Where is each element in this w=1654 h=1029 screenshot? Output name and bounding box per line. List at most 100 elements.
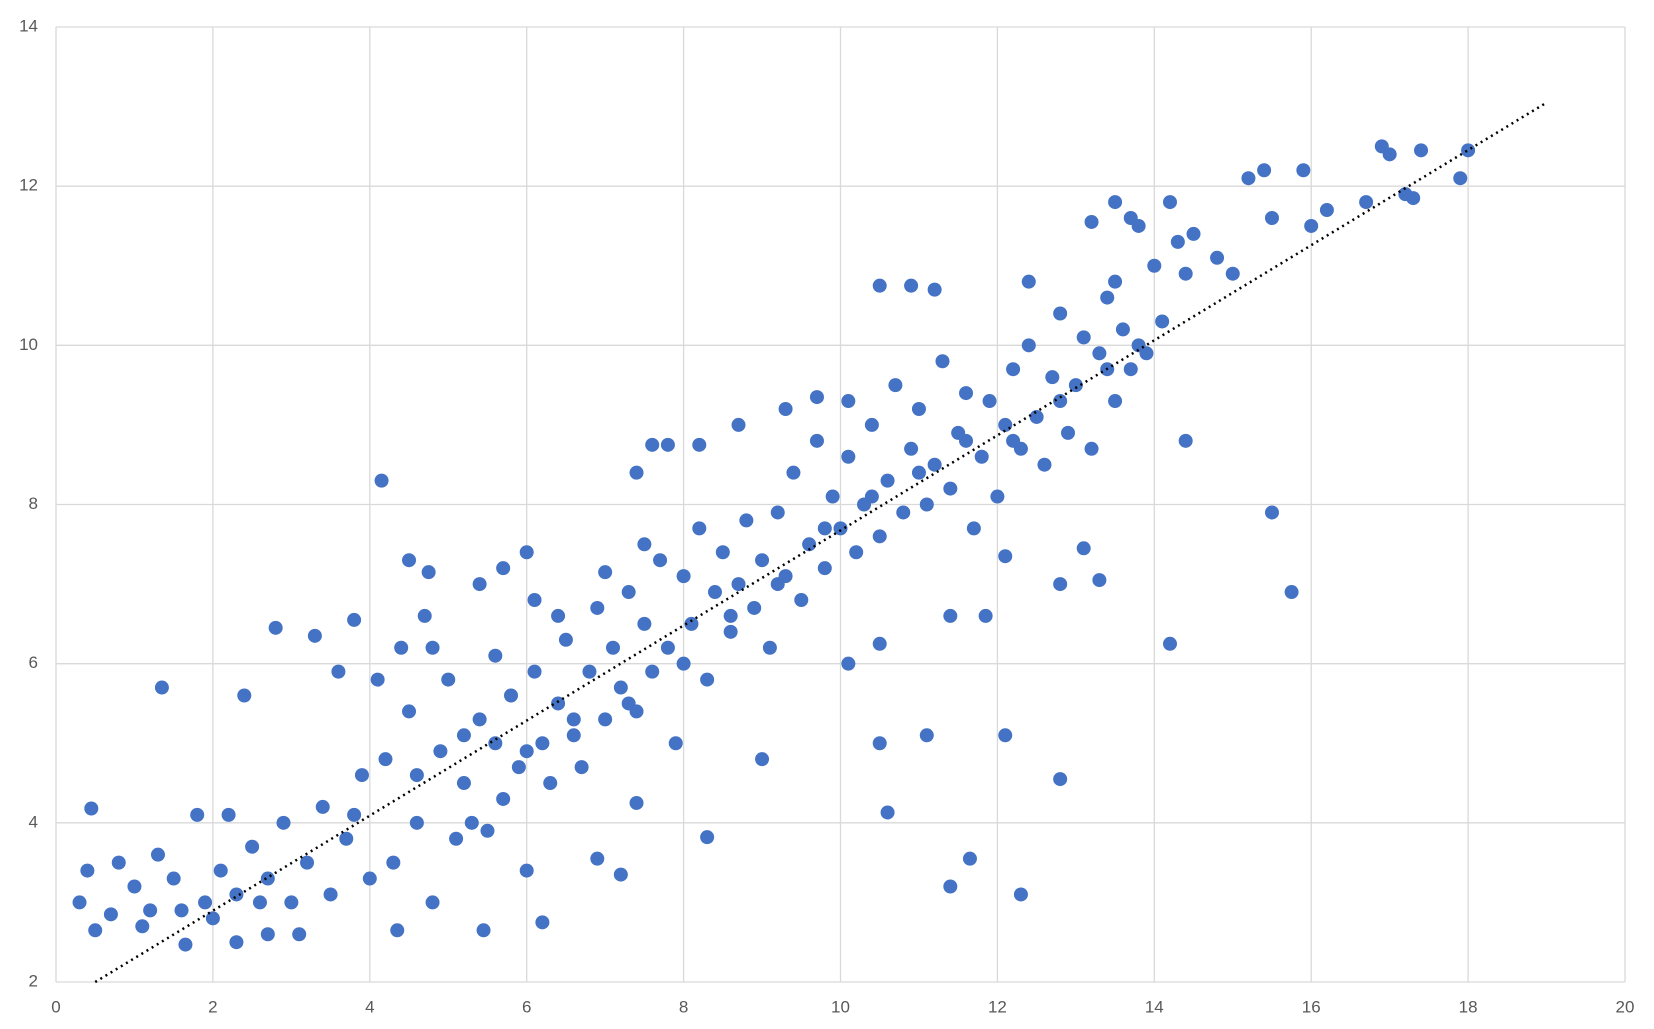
point (1029, 409, 1044, 424)
point (880, 805, 895, 820)
point (998, 417, 1013, 432)
point (927, 457, 942, 472)
point (747, 600, 762, 615)
point (566, 728, 581, 743)
point (700, 672, 715, 687)
point (260, 871, 275, 886)
point (1061, 425, 1076, 440)
point (582, 664, 597, 679)
point (276, 815, 291, 830)
point (598, 565, 613, 580)
point (762, 640, 777, 655)
point (676, 656, 691, 671)
point (911, 402, 926, 416)
point (755, 752, 770, 767)
point (307, 628, 322, 643)
point (629, 795, 644, 810)
point (190, 807, 205, 822)
x-tick-label: 14 (1145, 997, 1164, 1016)
point (1162, 636, 1177, 651)
point (959, 386, 974, 401)
point (268, 620, 283, 635)
point (849, 545, 864, 560)
point (315, 799, 330, 814)
x-tick-label: 10 (831, 997, 850, 1016)
point (205, 911, 220, 926)
point (1108, 394, 1123, 409)
point (653, 553, 668, 568)
y-tick-label: 14 (19, 16, 38, 35)
point (692, 437, 707, 452)
point (331, 664, 346, 679)
point (390, 923, 405, 938)
point (1162, 195, 1177, 210)
point (425, 895, 440, 910)
point (127, 879, 142, 894)
point (354, 768, 369, 783)
point (1021, 338, 1036, 353)
point (794, 593, 809, 607)
point (433, 744, 448, 759)
point (1006, 362, 1021, 377)
point (1178, 433, 1193, 448)
point (386, 855, 401, 870)
point (872, 278, 887, 293)
point (535, 736, 550, 751)
y-tick-label: 8 (29, 494, 38, 513)
point (809, 433, 824, 448)
point (896, 505, 911, 520)
point (551, 696, 566, 711)
point (449, 831, 464, 846)
point (558, 632, 573, 647)
point (841, 449, 856, 464)
point (1084, 214, 1099, 229)
point (84, 801, 99, 816)
point (1076, 330, 1091, 345)
point (229, 935, 244, 950)
point (174, 903, 189, 918)
point (817, 521, 832, 536)
point (880, 473, 895, 488)
point (1076, 541, 1091, 556)
point (1296, 163, 1311, 178)
point (527, 593, 542, 607)
point (464, 815, 479, 830)
point (1084, 441, 1099, 456)
point (739, 513, 754, 528)
point (613, 867, 628, 882)
point (300, 855, 315, 870)
point (245, 839, 260, 854)
point (904, 441, 919, 456)
x-tick-label: 16 (1302, 997, 1321, 1016)
point (425, 640, 440, 655)
point (456, 776, 471, 791)
x-tick-label: 4 (365, 997, 374, 1016)
point (80, 863, 95, 878)
trendline (94, 101, 1548, 984)
point (959, 433, 974, 448)
point (421, 565, 436, 580)
point (1178, 266, 1193, 281)
point (1257, 163, 1272, 178)
point (919, 497, 934, 512)
point (292, 927, 307, 942)
x-tick-label: 2 (208, 997, 217, 1016)
point (692, 521, 707, 536)
point (394, 640, 409, 655)
point (378, 752, 393, 767)
point (1382, 147, 1397, 162)
point (1092, 346, 1107, 361)
point (402, 704, 417, 719)
point (864, 417, 879, 432)
point (825, 489, 840, 504)
point (551, 608, 566, 623)
point (480, 823, 495, 838)
point (574, 760, 589, 775)
y-tick-label: 6 (29, 653, 38, 672)
point (660, 437, 675, 452)
point (786, 465, 801, 480)
point (1053, 772, 1068, 787)
point (409, 815, 424, 830)
point (990, 489, 1005, 504)
